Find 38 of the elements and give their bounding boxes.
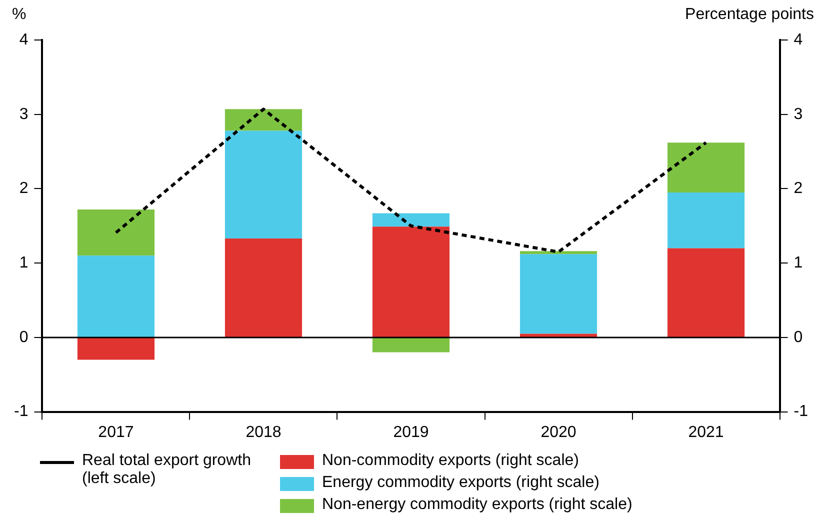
y-tick-label: 0 [19, 328, 28, 346]
y2-tick-label: 0 [794, 328, 803, 346]
bar [77, 210, 155, 256]
y-tick-label: 1 [19, 254, 28, 272]
y2-tick-label: 2 [794, 180, 803, 198]
x-tick-label: 2017 [98, 424, 134, 441]
bar [372, 213, 450, 227]
bar [667, 192, 745, 248]
y2-axis-title: Percentage points [685, 6, 814, 24]
bar [372, 338, 450, 352]
bar [372, 226, 450, 337]
legend-label: Energy commodity exports (right scale) [322, 474, 600, 492]
x-tick-label: 2020 [540, 424, 576, 441]
x-tick-label: 2019 [393, 424, 429, 441]
x-tick-label: 2018 [246, 424, 282, 441]
bar [77, 256, 155, 337]
y2-tick-label: 1 [794, 254, 803, 272]
x-tick-label: 2021 [688, 424, 724, 441]
bar [224, 238, 302, 337]
y-tick-label: 3 [19, 106, 28, 123]
bar [520, 251, 598, 254]
y2-tick-label: 3 [794, 106, 803, 123]
y-tick-label: 4 [19, 31, 28, 48]
y-tick-label: 2 [19, 180, 28, 198]
legend-label: Non-energy commodity exports (right scale) [322, 496, 632, 514]
legend-label: Real total export growth (left scale) [82, 452, 252, 488]
bar [520, 254, 598, 334]
y-tick-label: -1 [14, 403, 28, 420]
bar [667, 248, 745, 337]
bar [667, 142, 745, 192]
y2-tick-label: 4 [794, 31, 803, 48]
bar [77, 338, 155, 360]
y-axis-title: % [12, 6, 26, 24]
bar [224, 109, 302, 131]
legend-label: Non-commodity exports (right scale) [322, 452, 579, 470]
y2-tick-label: -1 [794, 403, 808, 420]
line-series [114, 108, 708, 254]
bar [224, 130, 302, 239]
